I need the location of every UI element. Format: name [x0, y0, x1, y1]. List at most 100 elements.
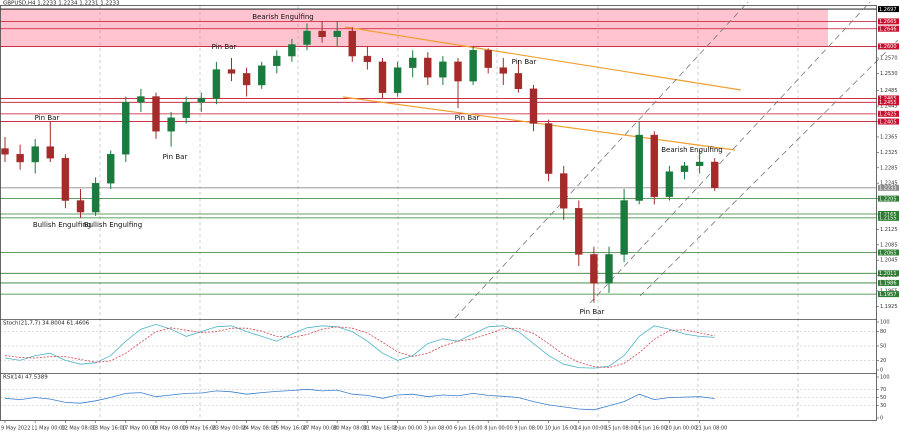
- trend-line: [342, 96, 736, 151]
- candle-body: [212, 69, 221, 99]
- y-tick-label: 1.2325: [880, 150, 898, 156]
- y-tick-label: 0: [880, 416, 883, 422]
- y-tick-label: 1.2085: [880, 242, 898, 248]
- x-tick-label: 13 May 16:00: [92, 426, 126, 432]
- candle-body: [620, 200, 628, 255]
- x-tick-label: 31 May 16:00: [363, 426, 397, 432]
- candle-body: [424, 57, 432, 78]
- pattern-annotation: Bullish Engulfing: [84, 221, 142, 229]
- level-label: 1.2455: [879, 100, 897, 106]
- candle-body: [635, 134, 643, 201]
- candle-body: [227, 69, 236, 74]
- x-tick-label: 6 Jun 16:00: [454, 426, 483, 432]
- candle-body: [393, 67, 402, 93]
- level-label: 1.2425: [879, 112, 897, 118]
- candle-body: [258, 65, 266, 86]
- level-label: 1.2233: [879, 186, 897, 192]
- y-tick-label: 20: [880, 358, 886, 364]
- y-tick-label: 0: [880, 368, 883, 374]
- level-tag: [878, 25, 899, 32]
- level-tag: [878, 99, 899, 106]
- candle-body: [167, 117, 175, 132]
- x-tick-label: 3 Jun 08:00: [424, 426, 453, 432]
- frame: [0, 5, 877, 421]
- x-tick-label: 9 Jun 08:00: [514, 426, 543, 432]
- level-tag: [878, 118, 899, 125]
- resistance-zone: [0, 9, 828, 47]
- symbol-header: GBPUSD,H4 1.2233 1.2234 1.2231 1.2233: [3, 1, 120, 7]
- level-label: 1.2165: [879, 212, 897, 218]
- candle-body: [454, 61, 462, 82]
- x-tick-label: 10 Jun 16:00: [545, 426, 577, 432]
- x-tick-label: 23 May 00:00: [212, 426, 246, 432]
- level-label: 1.2205: [879, 196, 897, 202]
- indicator-line: [4, 388, 715, 411]
- y-tick-label: 50: [880, 344, 886, 350]
- candle-body: [106, 154, 115, 184]
- level-tag: [878, 279, 899, 286]
- level-tag: [878, 6, 899, 13]
- candle-body: [469, 50, 477, 82]
- y-tick-label: 1.2445: [880, 104, 898, 110]
- level-label: 1.2065: [879, 250, 897, 256]
- level-tag: [878, 110, 899, 117]
- level-label: 1.1986: [879, 281, 897, 287]
- x-tick-label: 8 Jun 00:00: [484, 426, 513, 432]
- level-tag: [878, 18, 899, 25]
- level-tag: [878, 43, 899, 50]
- candle-body: [650, 134, 658, 197]
- candle-body: [1, 148, 9, 155]
- level-label: 1.2697: [879, 7, 897, 13]
- pattern-annotation: Bullish Engulfing: [33, 221, 91, 229]
- level-tag: [878, 249, 899, 256]
- trend-lines: [342, 1, 899, 319]
- x-tick-label: 21 Jun 08:00: [696, 426, 728, 432]
- candle-body: [76, 200, 85, 213]
- candle-body: [122, 102, 130, 155]
- x-tick-label: 2 Jun 00:00: [394, 426, 423, 432]
- level-label: 1.2600: [879, 44, 897, 50]
- x-tick-label: 24 May 08:00: [243, 426, 277, 432]
- level-tag: [878, 291, 899, 298]
- x-tick-label: 15 Jun 08:00: [605, 426, 637, 432]
- candle-body: [61, 157, 70, 201]
- channel-line: [589, 1, 871, 304]
- x-tick-label: 18 May 08:00: [152, 426, 186, 432]
- stoch-title: Stoch(21,7,7) 34.8004 61.4606: [3, 321, 90, 327]
- candle-body: [409, 57, 417, 68]
- x-tick-label: 12 May 08:00: [61, 426, 95, 432]
- x-tick-label: 27 May 00:00: [303, 426, 337, 432]
- rsi-title: RSI(14) 47.5389: [3, 375, 48, 381]
- pattern-annotation: Pin Bar: [512, 58, 537, 66]
- candle-body: [680, 165, 689, 172]
- candle-body: [665, 171, 674, 197]
- candle-body: [288, 44, 296, 57]
- level-label: 1.2646: [879, 27, 897, 33]
- y-tick-label: 1.2530: [880, 71, 898, 77]
- x-tick-label: 17 May 00:00: [122, 426, 156, 432]
- y-tick-label: 1.1925: [880, 304, 898, 310]
- pattern-annotation: Pin Bar: [35, 114, 60, 122]
- y-tick-label: 100: [880, 375, 890, 381]
- candle-body: [363, 55, 372, 63]
- level-tag: [878, 95, 899, 102]
- candle-body: [137, 96, 145, 103]
- x-tick-label: 25 May 16:00: [273, 426, 307, 432]
- y-tick-label: 1.2570: [880, 56, 898, 62]
- pattern-annotation: Pin Bar: [580, 308, 605, 316]
- candle-body: [514, 73, 523, 90]
- level-label: 1.2155: [879, 216, 897, 222]
- y-tick-label: 50: [880, 395, 886, 401]
- indicator-line: [4, 323, 715, 369]
- candle-body: [378, 61, 387, 93]
- level-label: 1.1957: [879, 292, 897, 298]
- level-tag: [878, 195, 899, 202]
- level-tag: [878, 214, 899, 221]
- candle-body: [695, 161, 704, 167]
- pattern-annotation: Pin Bar: [212, 43, 237, 51]
- candle-body: [333, 30, 341, 38]
- level-tag: [878, 211, 899, 217]
- candle-body: [197, 98, 206, 103]
